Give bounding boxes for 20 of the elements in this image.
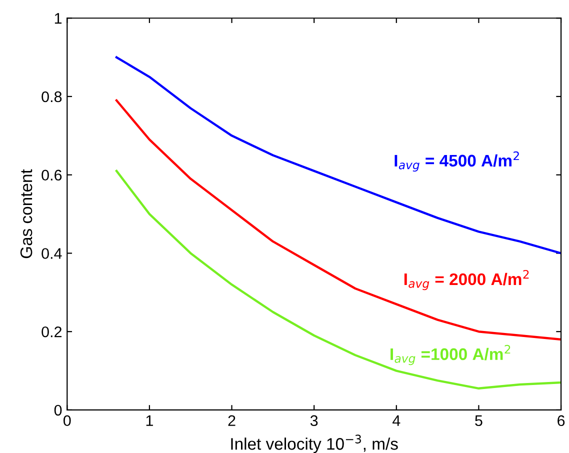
line-series (115, 56, 562, 254)
line-series (115, 99, 562, 341)
y-tick-label: 1 (54, 13, 62, 24)
y-axis-title: Gas content (20, 169, 32, 258)
x-tick-label: 4 (392, 415, 400, 426)
x-tick-label: 1 (146, 415, 153, 426)
x-tick-label: 6 (558, 415, 565, 426)
x-tick-label: 5 (475, 415, 482, 426)
series-label: I$_{avg}$ =1000 A/m$^{2}$ (390, 344, 510, 366)
y-tick-label: 0.2 (42, 326, 62, 338)
y-tick-label: 0.4 (42, 248, 62, 259)
x-tick-label: 2 (228, 415, 236, 426)
y-tick-label: 0.6 (42, 170, 62, 181)
x-tick-label: 0 (63, 415, 71, 426)
y-tick-label: 0.8 (42, 91, 62, 102)
series-label: I$_{avg}$ = 4500 A/m$^{2}$ (394, 151, 519, 172)
x-axis-title: Inlet velocity 10$^{−3}$, m/s (231, 434, 398, 453)
y-tick-label: 0 (54, 404, 62, 416)
x-tick-label: 3 (310, 415, 318, 426)
series-label: I$_{avg}$ = 2000 A/m$^{2}$ (404, 270, 529, 290)
